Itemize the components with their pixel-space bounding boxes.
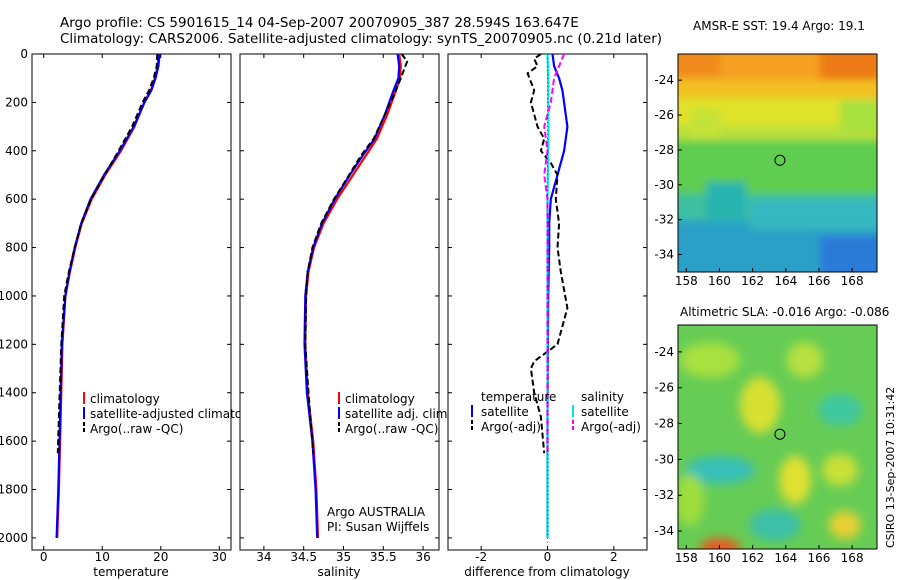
- map-y-tick-label: -28: [654, 417, 674, 431]
- y-tick-label: 800: [5, 241, 28, 255]
- x-tick-label: 35: [336, 550, 351, 564]
- salinity-plot-frame: [239, 53, 440, 551]
- legend-label-argo: Argo(..raw -QC): [90, 422, 183, 436]
- sla-axes: 158 160 162 164 166 168 -24 -26 -28 -30 -32 -34: [654, 345, 863, 565]
- temperature-legend: climatology satellite-adjusted climatolo…: [83, 392, 268, 436]
- map-y-tick-label: -26: [654, 108, 674, 122]
- map-x-tick-label: 158: [675, 274, 698, 288]
- x-tick-label: 0: [544, 550, 552, 564]
- map-y-tick-label: -30: [654, 178, 674, 192]
- salinity-x-axis: 34 34.5 35 35.5 36: [240, 53, 439, 564]
- sst-field: [678, 54, 877, 272]
- argo-location-marker: [774, 428, 786, 440]
- legend-title-temperature: temperature: [481, 390, 556, 404]
- x-tick-label: 35.5: [370, 550, 397, 564]
- difference-legend: temperature satellite Argo(-adj) salinit…: [471, 390, 641, 434]
- map-x-tick-label: 164: [774, 274, 797, 288]
- x-tick-label: 0: [40, 550, 48, 564]
- x-tick-label: -2: [475, 550, 487, 564]
- map-y-tick-label: -28: [654, 143, 674, 157]
- legend-label-satellite-adjusted: satellite-adjusted climatology: [90, 407, 268, 421]
- map-y-tick-label: -32: [654, 488, 674, 502]
- salinity-series-group: [303, 54, 409, 538]
- salinity-annotation-line1: Argo AUSTRALIA: [327, 505, 426, 519]
- sla-map-panel: Altimetric SLA: -0.016 Argo: -0.086 158 1…: [654, 305, 889, 565]
- sst-axes: 158 160 162 164 166 168 -24 -26 -28 -30 -32 -34: [654, 73, 863, 288]
- credit-text: CSIRO 13-Sep-2007 10:31:42: [884, 387, 897, 548]
- map-x-tick-label: 160: [708, 551, 731, 565]
- y-tick-label: 1800: [0, 483, 28, 497]
- temperature-series-argo-raw-qc-: [56, 54, 159, 454]
- map-x-tick-label: 166: [808, 551, 831, 565]
- x-tick-label: 30: [212, 550, 227, 564]
- map-x-tick-label: 166: [808, 274, 831, 288]
- sst-map-frame: [677, 53, 878, 273]
- map-x-tick-label: 164: [774, 551, 797, 565]
- x-tick-label: 2: [610, 550, 618, 564]
- legend-label-salinity-satellite: satellite: [581, 405, 629, 419]
- y-tick-label: 2000: [0, 531, 28, 545]
- difference-series-temperature-argo-adj-: [526, 54, 569, 454]
- argo-location-marker: [774, 154, 786, 166]
- map-y-tick-label: -34: [654, 248, 674, 262]
- y-tick-label: 600: [5, 192, 28, 206]
- y-tick-label: 1200: [0, 337, 28, 351]
- map-x-tick-label: 158: [675, 551, 698, 565]
- y-tick-label: 1400: [0, 386, 28, 400]
- sla-map-frame: [677, 324, 878, 550]
- legend-title-salinity: salinity: [581, 390, 624, 404]
- map-x-tick-label: 160: [708, 274, 731, 288]
- legend-label-climatology: climatology: [90, 392, 160, 406]
- difference-series-group: [526, 54, 569, 550]
- temperature-x-axis: 0 10 20 30: [40, 54, 227, 564]
- y-tick-label: 200: [5, 95, 28, 109]
- map-y-tick-label: -32: [654, 213, 674, 227]
- legend-label-salinity-argo: Argo(-adj): [581, 420, 641, 434]
- legend-label-argo: Argo(..raw -QC): [345, 422, 438, 436]
- temperature-panel: 0 200 400 600 800 1000 1200 1400 1600 1800 2000 0 1…: [0, 47, 268, 579]
- y-tick-label: 1600: [0, 434, 28, 448]
- y-tick-label: 400: [5, 144, 28, 158]
- map-y-tick-label: -24: [654, 345, 674, 359]
- sla-field: [678, 325, 877, 549]
- figure-title-line2: Climatology: CARS2006. Satellite-adjuste…: [60, 31, 662, 47]
- sla-map-title: Altimetric SLA: -0.016 Argo: -0.086: [680, 305, 889, 319]
- y-tick-label: 0: [20, 47, 28, 61]
- salinity-series-satellite-adj-clim-: [303, 54, 401, 538]
- x-tick-label: 36: [415, 550, 430, 564]
- difference-series-salinity-argo-adj-: [543, 54, 566, 454]
- x-tick-label: 20: [153, 550, 168, 564]
- difference-x-label: difference from climatology: [464, 565, 630, 579]
- map-x-tick-label: 168: [841, 274, 864, 288]
- map-x-tick-label: 162: [741, 551, 764, 565]
- difference-x-axis: -2 0 2: [448, 53, 647, 564]
- salinity-annotation-line2: PI: Susan Wijffels: [327, 520, 429, 534]
- sst-map-title: AMSR-E SST: 19.4 Argo: 19.1: [693, 19, 865, 33]
- sst-map-panel: AMSR-E SST: 19.4 Argo: 19.1 158 160 162 164…: [654, 19, 878, 288]
- map-x-tick-label: 162: [741, 274, 764, 288]
- x-tick-label: 34.5: [290, 550, 317, 564]
- map-x-tick-label: 168: [841, 551, 864, 565]
- legend-label-temperature-satellite: satellite: [481, 405, 529, 419]
- salinity-legend: climatology satellite adj. clim. Argo(..…: [338, 392, 451, 436]
- figure-title-line1: Argo profile: CS 5901615_14 04-Sep-2007 …: [60, 15, 579, 31]
- legend-label-satellite: satellite adj. clim.: [345, 407, 451, 421]
- map-y-tick-label: -24: [654, 73, 674, 87]
- legend-label-temperature-argo: Argo(-adj): [481, 420, 541, 434]
- temperature-y-axis: 0 200 400 600 800 1000 1200 1400 1600 1800 2000: [0, 47, 231, 545]
- salinity-series-argo-raw-qc-: [304, 54, 409, 454]
- salinity-x-label: salinity: [317, 565, 360, 579]
- x-tick-label: 34: [256, 550, 271, 564]
- map-y-tick-label: -26: [654, 381, 674, 395]
- temperature-series-group: [55, 54, 161, 538]
- difference-panel: -2 0 2 difference from climatology tempera…: [447, 53, 648, 579]
- salinity-panel: 34 34.5 35 35.5 36 salinity climatology sate…: [239, 53, 451, 579]
- temperature-x-label: temperature: [93, 565, 168, 579]
- y-tick-label: 1000: [0, 289, 28, 303]
- map-y-tick-label: -30: [654, 452, 674, 466]
- legend-label-climatology: climatology: [345, 392, 415, 406]
- x-tick-label: 10: [95, 550, 110, 564]
- map-y-tick-label: -34: [654, 524, 674, 538]
